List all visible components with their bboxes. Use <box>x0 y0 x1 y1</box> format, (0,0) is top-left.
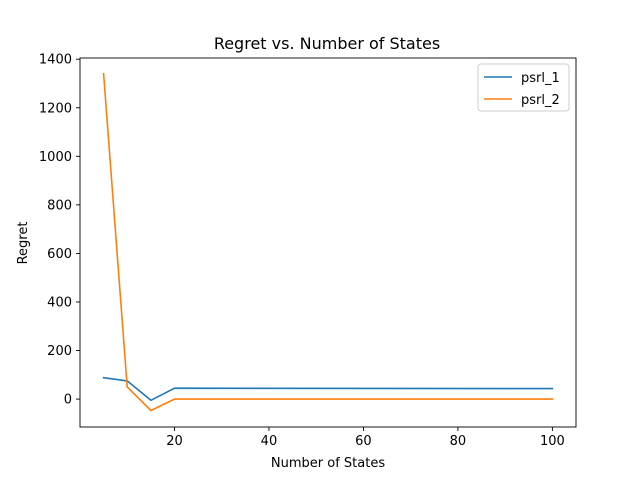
y-tick-label: 800 <box>47 198 72 213</box>
x-tick-label: 20 <box>166 434 183 449</box>
x-axis-label: Number of States <box>271 456 385 471</box>
y-tick-label: 200 <box>47 344 72 359</box>
legend-label-psrl_1: psrl_1 <box>521 71 560 86</box>
legend-label-psrl_2: psrl_2 <box>521 93 560 108</box>
series-line-psrl_2 <box>102 72 554 412</box>
axes-frame <box>79 57 577 428</box>
x-tick-label: 60 <box>355 434 372 449</box>
series-line-psrl_1 <box>102 376 554 402</box>
y-tick-label: 600 <box>47 247 72 262</box>
y-tick-label: 1400 <box>39 53 72 68</box>
y-tick-label: 1200 <box>39 101 72 116</box>
y-tick-label: 400 <box>47 295 72 310</box>
x-tick-label: 100 <box>540 434 565 449</box>
y-tick-label: 0 <box>64 393 72 408</box>
legend: psrl_1 psrl_2 <box>477 63 570 112</box>
x-tick-label: 40 <box>261 434 278 449</box>
y-axis-label: Regret <box>16 222 31 265</box>
y-tick-label: 1000 <box>39 150 72 165</box>
chart-title: Regret vs. Number of States <box>214 34 440 53</box>
x-tick-label: 80 <box>450 434 467 449</box>
